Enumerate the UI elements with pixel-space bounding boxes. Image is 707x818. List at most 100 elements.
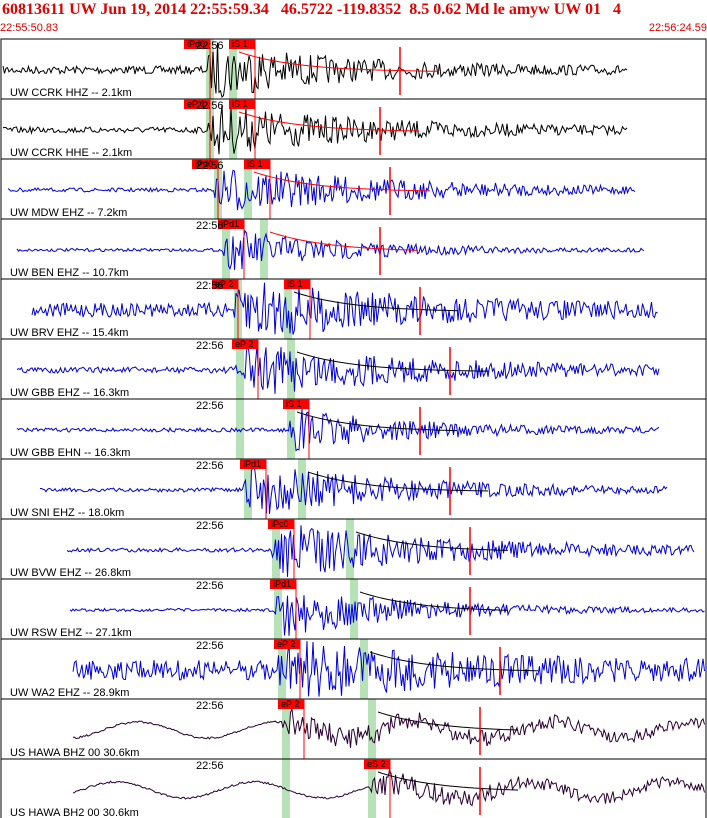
station-label: UW BEN EHZ -- 10.7km (10, 267, 129, 279)
start-time-label: 22:55:50.83 (0, 22, 59, 34)
waveform-trace (69, 595, 705, 636)
pick-flag[interactable] (274, 639, 300, 649)
pick-label: iS 1 (232, 39, 248, 49)
coda-curve (377, 771, 519, 791)
event-header: 60813611 UW Jun 19, 2014 22:55:59.34 46.… (0, 0, 707, 38)
coda-curve (238, 51, 440, 72)
pick-window (346, 519, 354, 579)
waveform-trace (72, 640, 705, 697)
station-label: UW RSW EHZ -- 27.1km (10, 627, 132, 639)
pick-flag[interactable] (244, 159, 270, 169)
waveform-trace (2, 42, 628, 98)
pick-label: iPd1 (273, 579, 291, 589)
pick-flag[interactable] (184, 99, 210, 109)
pick-label: iS 1 (287, 279, 303, 289)
pick-window (282, 699, 290, 759)
pick-window (368, 699, 376, 759)
station-label: US HAWA BHZ 00 30.6km (10, 747, 139, 759)
pick-window (229, 39, 237, 99)
pick-window (244, 459, 252, 519)
coda-curve (296, 351, 490, 372)
station-label: UW CCRK HHE -- 2.1km (10, 147, 132, 159)
coda-curve (269, 231, 419, 251)
pick-label: eP 2 (215, 279, 233, 289)
time-tick-label: 22:56 (196, 700, 224, 712)
pick-label: eS 2 (367, 759, 386, 769)
pick-flag[interactable] (218, 219, 244, 229)
pick-label: iPd1 (221, 219, 239, 229)
pick-flag[interactable] (229, 99, 255, 109)
pick-flag[interactable] (268, 519, 294, 529)
pick-flag[interactable] (240, 459, 266, 469)
waveform-trace (72, 768, 705, 807)
station-label: UW GBB EHZ -- 16.3km (10, 387, 129, 399)
waveform-trace (2, 105, 628, 155)
pick-flag[interactable] (229, 39, 255, 49)
pick-label: eP 1 (187, 99, 205, 109)
pick-window (360, 639, 368, 699)
pick-window (236, 339, 244, 399)
time-tick-label: 22:56 (196, 220, 224, 232)
pick-flag[interactable] (184, 39, 210, 49)
station-label: UW CCRK HHZ -- 2.1km (10, 87, 132, 99)
pick-window (278, 639, 286, 699)
waveform-trace (7, 169, 636, 211)
pick-window (282, 759, 290, 818)
pick-flag[interactable] (284, 279, 310, 289)
pick-label: iS 1 (232, 99, 248, 109)
pick-window (260, 219, 268, 279)
station-label: UW BVW EHZ -- 26.8km (10, 567, 131, 579)
waveform-trace (16, 345, 660, 394)
pick-label: iPc0 (271, 519, 289, 529)
pick-flag[interactable] (283, 399, 309, 409)
pick-flag[interactable] (192, 159, 218, 169)
pick-label: iPd1 (243, 459, 261, 469)
coda-curve (296, 411, 458, 432)
event-title: 60813611 UW Jun 19, 2014 22:55:59.34 46.… (2, 1, 621, 18)
pick-label: eP 2 (281, 699, 299, 709)
pick-flag[interactable] (364, 759, 390, 769)
waveform-trace (40, 465, 668, 515)
pick-label: iPd0 (187, 39, 205, 49)
station-label: UW GBB EHN -- 16.3km (10, 447, 130, 459)
pick-window (244, 159, 252, 219)
time-tick-label: 22:56 (196, 340, 224, 352)
time-tick-label: 22:56 (196, 460, 224, 472)
pick-flag[interactable] (212, 279, 238, 289)
station-label: US HAWA BH2 00 30.6km (10, 807, 139, 818)
pick-label: iS 1 (247, 159, 263, 169)
time-tick-label: 22:56 (196, 400, 224, 412)
end-time-label: 22:56:24.59 (648, 22, 707, 34)
waveform-trace (66, 525, 695, 577)
station-label: UW BRV EHZ -- 15.4km (10, 327, 128, 339)
time-tick-label: 22:56 (196, 520, 224, 532)
pick-window (274, 579, 282, 639)
waveform-trace (16, 229, 645, 270)
pick-window (284, 279, 292, 339)
coda-curve (253, 171, 430, 192)
pick-flag[interactable] (232, 339, 258, 349)
coda-curve (238, 111, 420, 132)
time-tick-label: 22:56 (196, 580, 224, 592)
pick-flag[interactable] (278, 699, 304, 709)
coda-curve (359, 591, 509, 611)
time-tick-label: 22:56 (196, 40, 224, 52)
time-tick-label: 22:56 (196, 640, 224, 652)
waveform-trace (72, 707, 705, 748)
pick-label: iPd0 (195, 159, 213, 169)
coda-curve (369, 651, 539, 672)
time-tick-label: 22:56 (196, 760, 224, 772)
time-tick-label: 22:56 (196, 100, 224, 112)
coda-curve (293, 291, 459, 312)
waveform-trace (16, 408, 660, 452)
coda-curve (377, 711, 519, 731)
pick-flag[interactable] (270, 579, 296, 589)
pick-label: eP 2 (277, 639, 295, 649)
trace-panel[interactable] (0, 758, 707, 818)
pick-window (236, 399, 244, 459)
station-label: UW SNI EHZ -- 18.0km (10, 507, 124, 519)
pick-label: eP 2 (235, 339, 253, 349)
time-tick-label: 22:56 (196, 280, 224, 292)
